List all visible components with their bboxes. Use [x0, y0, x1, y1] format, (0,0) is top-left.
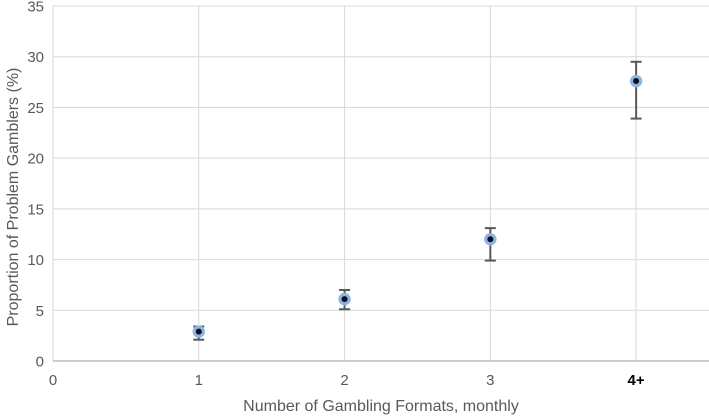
data-point-marker: [484, 233, 497, 246]
x-tick-label: 0: [49, 372, 57, 389]
y-tick-label: 0: [36, 354, 44, 371]
data-point-marker: [629, 74, 643, 88]
data-points: [192, 74, 643, 338]
x-axis-title: Number of Gambling Formats, monthly: [243, 398, 519, 415]
x-tick-label: 2: [340, 372, 348, 389]
y-tick-label: 5: [36, 303, 44, 320]
y-tick-label: 10: [27, 252, 44, 269]
y-tick-label: 35: [27, 0, 44, 16]
y-tick-label: 20: [27, 151, 44, 168]
gridlines: [52, 5, 709, 362]
y-tick-label: 25: [27, 100, 44, 117]
data-point-marker: [192, 325, 205, 338]
y-tick-label: 15: [27, 201, 44, 218]
x-tick-label: 4+: [628, 372, 645, 389]
data-point-marker: [338, 292, 351, 306]
x-tick-label: 1: [195, 372, 203, 389]
error-bars: [193, 60, 642, 341]
y-tick-label: 30: [27, 49, 44, 66]
x-tick-label: 3: [486, 372, 494, 389]
y-axis-title: Proportion of Problem Gamblers (%): [5, 68, 22, 327]
tick-labels: 0 5 10 15 20 25 30 35 0 1 2 3 4+: [27, 0, 645, 389]
